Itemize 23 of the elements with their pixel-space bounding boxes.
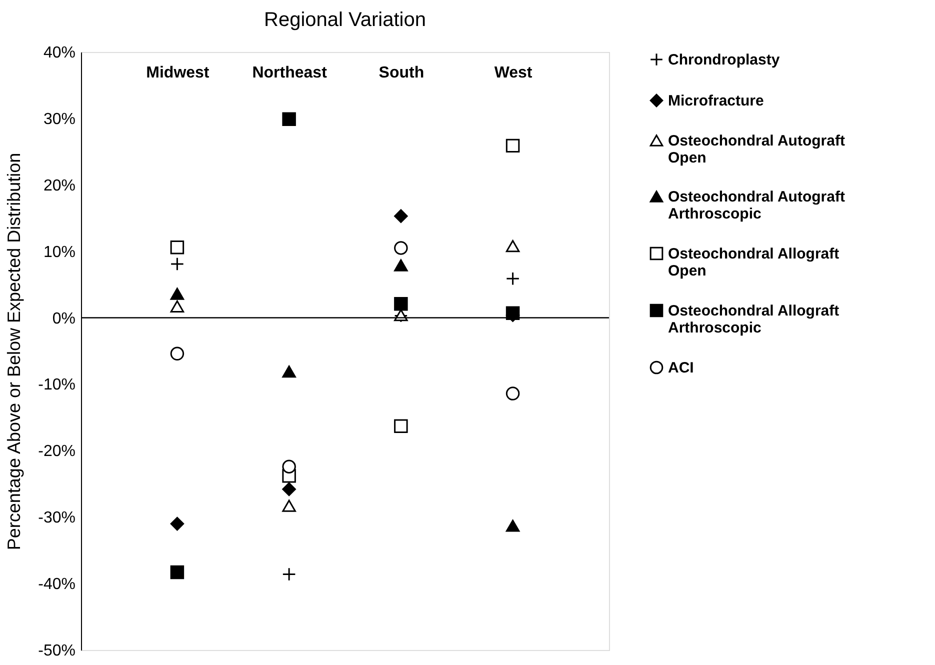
- chart-title: Regional Variation: [264, 9, 426, 31]
- legend-label: Osteochondral Autograft Open: [668, 132, 845, 166]
- y-tick-label: -10%: [38, 376, 76, 394]
- y-tick-label: 0%: [52, 310, 76, 328]
- legend-label: Osteochondral Autograft Arthroscopic: [668, 188, 845, 222]
- y-tick-label: -50%: [38, 642, 76, 660]
- y-tick-label: -30%: [38, 510, 76, 527]
- y-tick-label: 40%: [43, 44, 76, 62]
- x-tick-label: Northeast: [252, 64, 328, 82]
- legend-label: Chrondroplasty: [668, 52, 780, 68]
- x-tick-label: South: [378, 64, 424, 82]
- y-tick-label: 20%: [43, 177, 76, 194]
- x-tick-label: Midwest: [146, 64, 210, 82]
- legend-label: ACI: [668, 360, 694, 376]
- y-tick-label: -20%: [38, 443, 76, 460]
- y-tick-label: 10%: [43, 244, 76, 261]
- legend-label: Microfracture: [668, 92, 764, 110]
- x-tick-label: West: [494, 64, 533, 82]
- y-tick-label: 30%: [43, 110, 76, 128]
- y-axis-title: Percentage Above or Below Expected Distribution: [4, 152, 24, 550]
- y-tick-label: -40%: [38, 576, 76, 594]
- legend-label: Osteochondral Allograft Arthroscopic: [668, 302, 840, 336]
- legend-label: Osteochondral Allograft Open: [668, 246, 840, 280]
